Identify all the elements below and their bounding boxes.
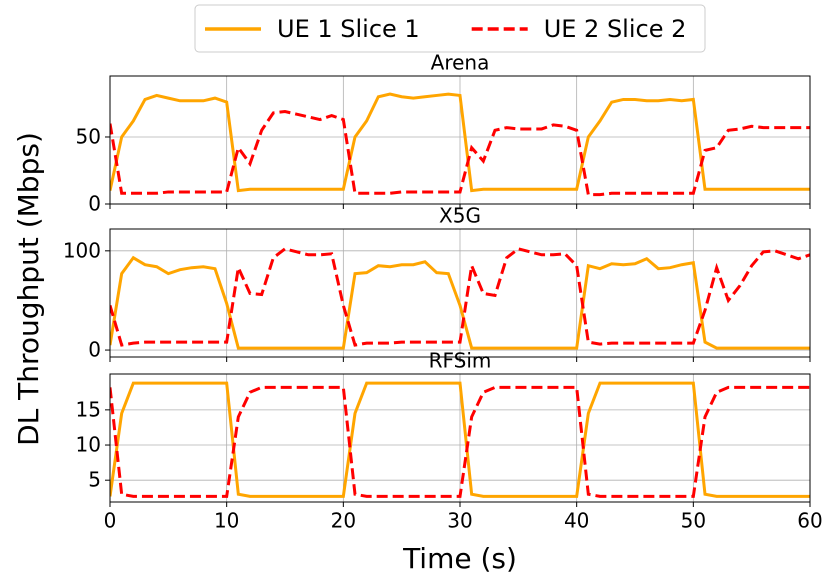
legend-label: UE 1 Slice 1 — [277, 15, 420, 43]
y-tick-label: 10 — [76, 433, 101, 457]
x-tick-label: 10 — [214, 509, 239, 533]
x-tick-label: 60 — [797, 509, 822, 533]
data-line — [110, 381, 810, 498]
x-tick-label: 50 — [681, 509, 706, 533]
data-line — [110, 247, 810, 347]
x-tick-label: 30 — [447, 509, 472, 533]
y-tick-label: 0 — [88, 338, 101, 362]
plot-frame — [109, 228, 811, 358]
y-tick-label: 100 — [63, 238, 101, 262]
y-tick-label: 15 — [76, 397, 101, 421]
data-line — [110, 385, 810, 498]
plot-frame — [109, 75, 811, 205]
subplot-title: RFSim — [429, 349, 492, 373]
subplot-title: X5G — [439, 204, 481, 228]
legend-box — [194, 4, 706, 53]
subplot-title: Arena — [431, 51, 490, 75]
data-line — [110, 255, 810, 350]
y-tick-label: 0 — [88, 192, 101, 216]
x-tick-label: 20 — [331, 509, 356, 533]
y-axis-label: DL Throughput (Mbps) — [12, 132, 45, 446]
data-line — [110, 110, 810, 197]
x-axis-label: Time (s) — [402, 542, 517, 575]
y-tick-label: 5 — [88, 468, 101, 492]
legend-label: UE 2 Slice 2 — [544, 15, 687, 43]
x-tick-label: 0 — [104, 509, 117, 533]
x-tick-label: 40 — [564, 509, 589, 533]
plot-frame — [109, 373, 811, 503]
y-tick-label: 50 — [76, 124, 101, 148]
data-line — [110, 92, 810, 193]
